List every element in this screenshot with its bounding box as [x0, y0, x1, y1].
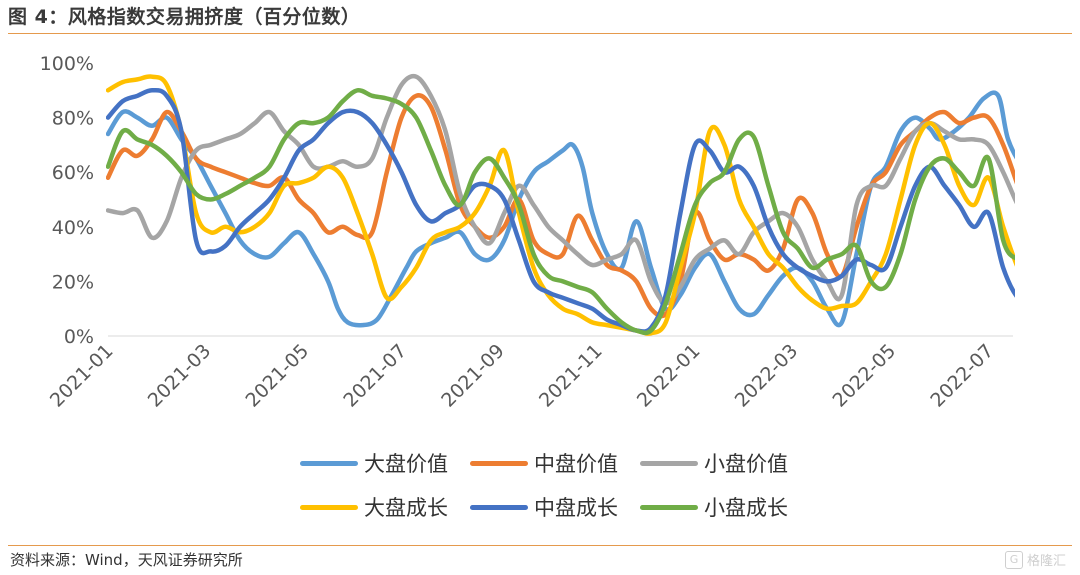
- watermark-logo-icon: G: [1004, 550, 1023, 569]
- legend-label: 大盘成长: [364, 496, 448, 520]
- source-note: 资料来源：Wind，天风证券研究所: [10, 551, 243, 569]
- legend-item: 大盘价值: [300, 450, 470, 476]
- legend-swatch: [300, 460, 358, 466]
- legend-swatch: [470, 460, 528, 466]
- y-tick-label: 60%: [52, 162, 94, 184]
- x-tick-label: 2022-07: [926, 340, 998, 412]
- x-tick-label: 2022-03: [731, 340, 803, 412]
- x-tick-label: 2021-03: [144, 340, 216, 412]
- legend-item: 小盘价值: [640, 450, 810, 476]
- legend-swatch: [640, 504, 698, 510]
- x-tick-label: 2021-07: [339, 340, 411, 412]
- series-line-4: [106, 74, 1015, 336]
- legend-label: 小盘成长: [704, 496, 788, 520]
- x-tick-label: 2022-01: [633, 340, 705, 412]
- legend-label: 中盘成长: [534, 496, 618, 520]
- x-tick-label: 2021-01: [46, 340, 118, 412]
- x-tick-label: 2021-05: [242, 340, 314, 412]
- series-line-1: [106, 90, 1015, 328]
- legend-item: 中盘价值: [470, 450, 640, 476]
- x-tick-label: 2021-09: [437, 340, 509, 412]
- series-line-5: [106, 87, 1015, 334]
- y-tick-label: 0%: [64, 326, 94, 348]
- legend-item: 中盘成长: [470, 494, 640, 520]
- series-line-3: [106, 73, 1015, 306]
- chart-canvas: 0% 20% 40% 60% 80% 100% 2021-01 2021-03 2021-05 2…: [40, 53, 1015, 412]
- chart-legend: 大盘价值 中盘价值 小盘价值大盘成长 中盘成长 小盘成长: [300, 450, 820, 520]
- legend-label: 大盘价值: [364, 452, 448, 476]
- source-divider: [8, 545, 1072, 546]
- watermark: G 格隆汇: [1004, 550, 1066, 569]
- legend-swatch: [470, 504, 528, 510]
- series-line-6: [106, 87, 1015, 336]
- legend-swatch: [640, 460, 698, 466]
- legend-item: 小盘成长: [640, 494, 810, 520]
- legend-label: 小盘价值: [704, 452, 788, 476]
- x-tick-label: 2022-05: [829, 340, 901, 412]
- y-tick-label: 20%: [52, 271, 94, 293]
- series-group: [106, 73, 1015, 336]
- series-line-2: [106, 93, 1015, 319]
- y-tick-label: 100%: [40, 53, 94, 75]
- title-divider: [8, 33, 1072, 34]
- watermark-text: 格隆汇: [1026, 554, 1066, 569]
- legend-item: 大盘成长: [300, 494, 470, 520]
- figure-title: 图 4：风格指数交易拥挤度（百分位数）: [8, 6, 361, 28]
- x-tick-label: 2021-11: [535, 340, 607, 412]
- y-tick-label: 40%: [52, 217, 94, 239]
- legend-label: 中盘价值: [534, 452, 618, 476]
- y-tick-label: 80%: [52, 108, 94, 130]
- legend-swatch: [300, 504, 358, 510]
